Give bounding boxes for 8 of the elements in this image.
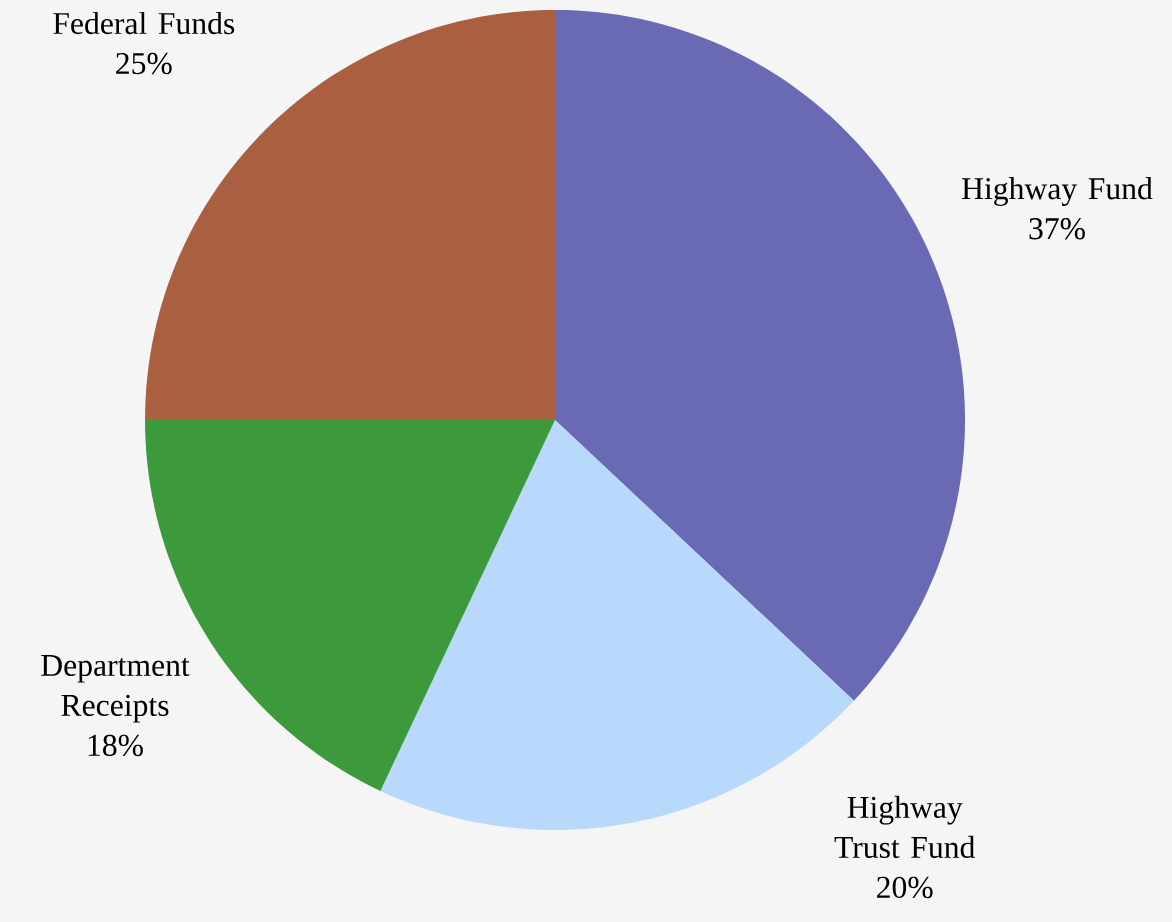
slice-label: Highway Trust Fund bbox=[834, 795, 976, 859]
slice-label: Highway Fund bbox=[962, 177, 1153, 206]
data-label: 37% bbox=[1029, 218, 1085, 240]
data-label: 18% bbox=[88, 734, 143, 757]
slice-label: Department Receipts bbox=[41, 655, 190, 723]
data-label: 25% bbox=[116, 52, 172, 75]
slice-label: Federal Funds bbox=[53, 11, 235, 35]
data-label: 20% bbox=[877, 876, 933, 899]
